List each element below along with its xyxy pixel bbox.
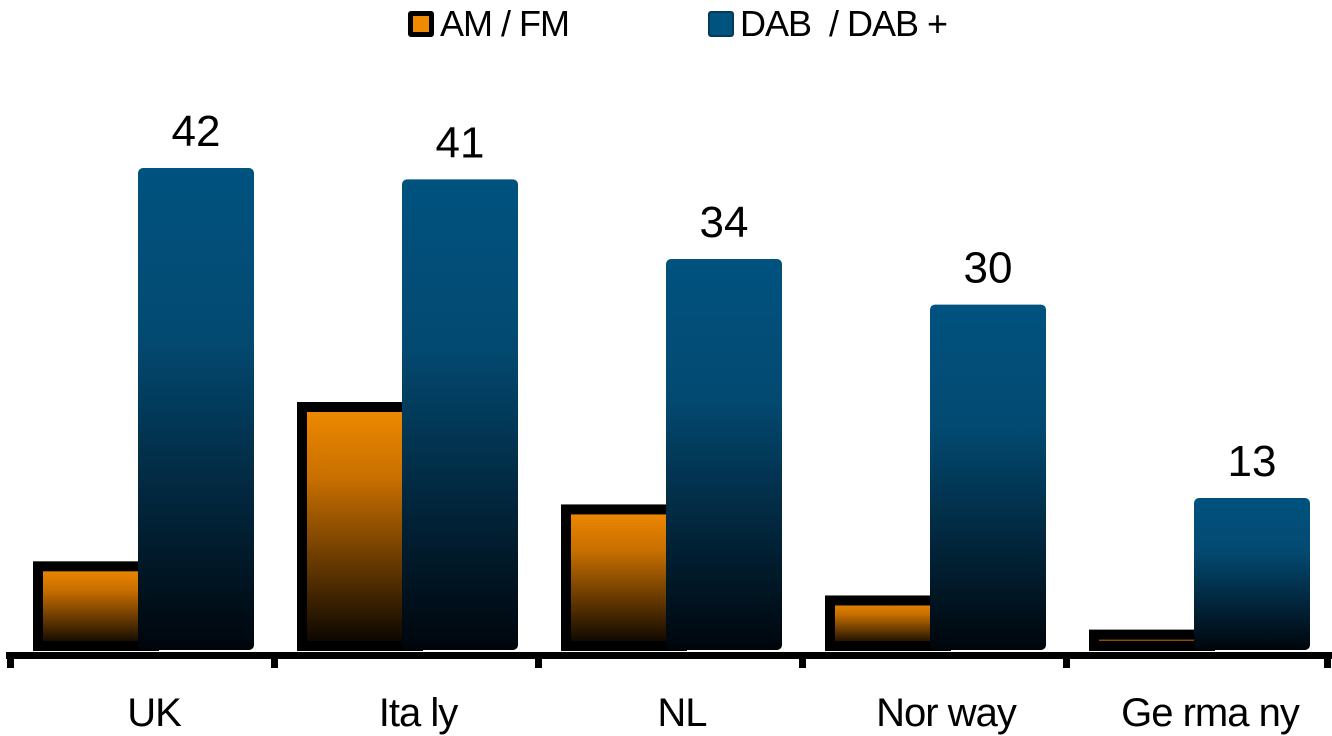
data-label-dab-4: 13: [1228, 437, 1277, 486]
x-axis-tick-5: [1324, 652, 1331, 668]
x-tick-label-3: Nor way: [876, 691, 1017, 735]
x-axis-line: [6, 652, 1332, 659]
x-axis-tick-4: [1063, 652, 1070, 668]
labels-layer: 42 UK 41 Ita ly 34 NL 30 Nor way 13 Ge rma ny: [127, 107, 1301, 735]
x-tick-label-2: NL: [657, 691, 706, 735]
bars-layer: [33, 168, 1310, 652]
bar-am-fm-1: [297, 402, 423, 651]
bar-am-fm-2: [561, 504, 687, 651]
x-axis-tick-1: [271, 652, 278, 668]
legend-label-dab: DAB / DAB +: [740, 3, 948, 44]
legend-label-am-fm: AM / FM: [440, 3, 570, 44]
x-axis-tick-2: [535, 652, 542, 668]
x-axis-tick-0: [7, 652, 14, 668]
data-label-dab-2: 34: [700, 198, 749, 247]
bar-am-fm-3: [825, 595, 951, 652]
legend-swatch-am-fm: [408, 11, 434, 37]
x-axis-tick-3: [799, 652, 806, 668]
x-tick-label-1: Ita ly: [379, 691, 458, 735]
data-label-dab-0: 42: [172, 107, 221, 156]
bar-dab-4: [1194, 498, 1310, 650]
legend: AM / FM DAB / DAB +: [0, 0, 1332, 46]
data-label-dab-3: 30: [964, 244, 1013, 293]
bar-dab-0: [138, 168, 254, 650]
legend-swatch-dab: [708, 11, 734, 37]
x-tick-label-4: Ge rma ny: [1121, 691, 1300, 735]
legend-item-dab: DAB / DAB +: [708, 3, 948, 44]
bar-dab-3: [930, 304, 1046, 650]
bar-dab-2: [666, 259, 782, 650]
bar-am-fm-0: [33, 561, 159, 651]
x-axis: [6, 652, 1332, 668]
bar-dab-1: [402, 179, 518, 650]
data-label-dab-1: 41: [436, 118, 485, 167]
legend-item-am-fm: AM / FM: [408, 3, 570, 44]
bar-am-fm-4: [1089, 629, 1215, 651]
x-tick-label-0: UK: [127, 691, 182, 735]
